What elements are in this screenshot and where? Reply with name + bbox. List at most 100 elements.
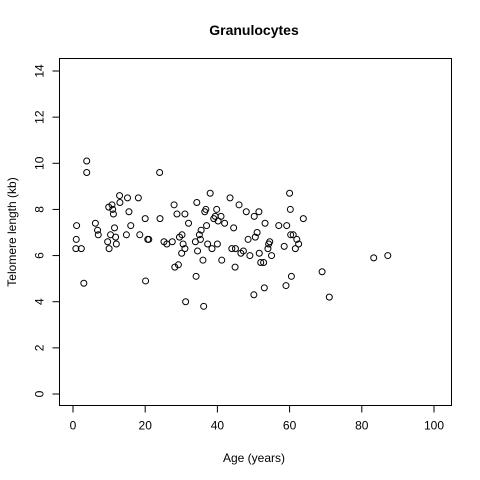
data-point	[174, 261, 182, 269]
data-point	[104, 238, 112, 246]
data-point	[142, 277, 150, 285]
data-point	[208, 245, 216, 253]
data-point	[194, 247, 202, 255]
data-point	[73, 222, 81, 230]
data-point	[125, 208, 133, 216]
y-axis: 0 2 4 6 8 10 12 14	[33, 64, 60, 397]
x-tick-label: 100	[424, 419, 444, 433]
data-point	[197, 226, 205, 234]
data-point	[261, 219, 269, 227]
data-point	[178, 249, 186, 257]
data-point	[181, 245, 189, 253]
data-point	[116, 192, 124, 200]
data-point	[204, 240, 212, 248]
data-point	[295, 240, 303, 248]
data-point	[251, 233, 259, 241]
data-point	[289, 231, 297, 239]
y-tick-label: 4	[33, 298, 47, 305]
data-point	[293, 235, 301, 243]
y-tick-label: 6	[33, 252, 47, 259]
data-point	[287, 272, 295, 280]
data-point	[91, 219, 99, 227]
data-point	[283, 222, 291, 230]
data-point	[109, 210, 117, 218]
data-point	[109, 205, 117, 213]
data-point	[242, 208, 250, 216]
data-point	[173, 210, 181, 218]
x-axis: 0 20 40 60 80 100	[70, 405, 444, 433]
data-point	[280, 242, 288, 250]
data-point	[246, 252, 254, 260]
data-point	[239, 247, 247, 255]
data-point	[127, 222, 135, 230]
data-point	[325, 293, 333, 301]
x-tick-label: 20	[139, 419, 153, 433]
data-point	[72, 245, 80, 253]
data-point	[235, 201, 243, 209]
data-point	[286, 205, 294, 213]
data-point	[112, 240, 120, 248]
y-tick-label: 14	[33, 64, 47, 78]
data-point	[141, 215, 149, 223]
data-point	[287, 231, 295, 239]
data-point	[200, 302, 208, 310]
data-point	[156, 169, 164, 177]
chart-title: Granulocytes	[209, 22, 299, 38]
plot-frame	[59, 58, 452, 406]
data-point	[226, 194, 234, 202]
data-point	[257, 258, 265, 266]
data-point	[168, 238, 176, 246]
data-point	[299, 215, 307, 223]
data-point	[193, 199, 201, 207]
data-point	[94, 226, 102, 234]
data-point	[253, 229, 261, 236]
x-axis-label: Age (years)	[223, 451, 285, 465]
data-point	[213, 205, 221, 213]
data-point	[217, 212, 225, 220]
data-point	[213, 240, 221, 248]
data-point	[108, 201, 116, 209]
data-point	[231, 245, 239, 253]
data-point	[370, 254, 378, 262]
data-point	[318, 268, 326, 276]
y-tick-label: 2	[33, 344, 47, 351]
data-point	[105, 245, 113, 253]
data-point	[122, 231, 130, 239]
data-point	[77, 245, 85, 253]
data-point	[80, 279, 88, 287]
data-point	[192, 272, 200, 280]
data-point	[218, 256, 226, 264]
data-point	[275, 222, 283, 230]
data-point	[291, 245, 299, 253]
data-point	[231, 263, 239, 271]
data-point	[199, 256, 207, 264]
x-tick-label: 80	[355, 419, 369, 433]
data-point	[124, 194, 132, 202]
data-point	[230, 224, 238, 232]
data-point	[116, 199, 124, 207]
data-point	[384, 252, 392, 260]
data-point	[255, 208, 263, 216]
data-point	[286, 189, 294, 197]
data-point	[171, 263, 179, 271]
data-point	[202, 205, 210, 213]
data-point	[260, 258, 268, 266]
y-tick-label: 10	[33, 156, 47, 170]
data-point	[255, 249, 263, 257]
data-point	[203, 222, 211, 230]
data-point	[260, 284, 268, 292]
data-point	[112, 233, 120, 241]
data-point	[185, 219, 193, 227]
data-point	[244, 235, 252, 243]
y-tick-label: 0	[33, 390, 47, 397]
data-point	[145, 235, 153, 243]
data-point	[156, 215, 164, 223]
data-point	[195, 231, 203, 239]
data-point	[181, 210, 189, 218]
data-point	[206, 189, 214, 197]
data-point	[182, 298, 190, 306]
x-tick-label: 0	[70, 419, 77, 433]
data-point	[264, 245, 272, 253]
data-point	[83, 169, 91, 177]
x-tick-label: 60	[283, 419, 297, 433]
